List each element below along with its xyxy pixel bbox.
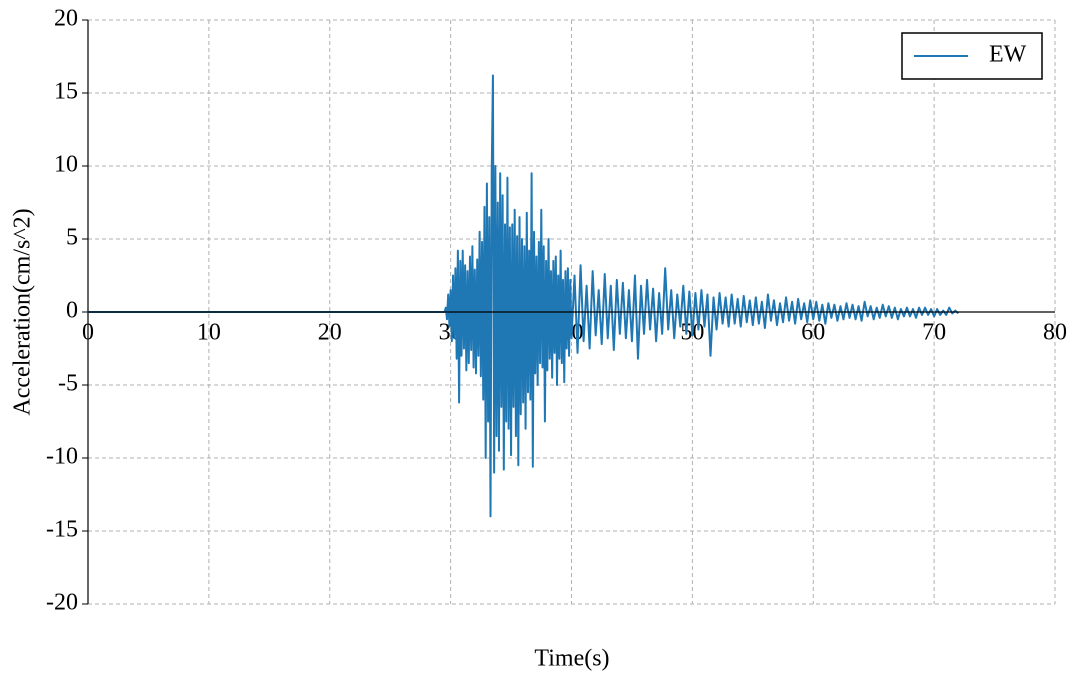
legend-box bbox=[901, 32, 1043, 80]
x-tick-label: 20 bbox=[318, 320, 342, 346]
y-tick-label: -10 bbox=[46, 444, 78, 470]
x-tick-label: 80 bbox=[1043, 320, 1067, 346]
y-tick-label: 20 bbox=[54, 6, 78, 32]
data-line bbox=[88, 74, 959, 518]
y-tick-label: 10 bbox=[54, 152, 78, 178]
y-tick-label: 5 bbox=[66, 225, 78, 251]
x-tick-label: 70 bbox=[922, 320, 946, 346]
x-tick-label: 60 bbox=[801, 320, 825, 346]
y-tick-label: -20 bbox=[46, 590, 78, 616]
legend-label: EW bbox=[989, 42, 1027, 68]
y-tick-label: -15 bbox=[46, 517, 78, 543]
y-axis-label: Acceleration(cm/s^2) bbox=[10, 208, 36, 415]
x-tick-label: 10 bbox=[197, 320, 221, 346]
y-tick-label: 0 bbox=[66, 298, 78, 324]
y-tick-label: 15 bbox=[54, 79, 78, 105]
legend: EW bbox=[901, 32, 1043, 80]
x-axis-label: Time(s) bbox=[534, 646, 609, 672]
y-tick-label: -5 bbox=[58, 371, 78, 397]
